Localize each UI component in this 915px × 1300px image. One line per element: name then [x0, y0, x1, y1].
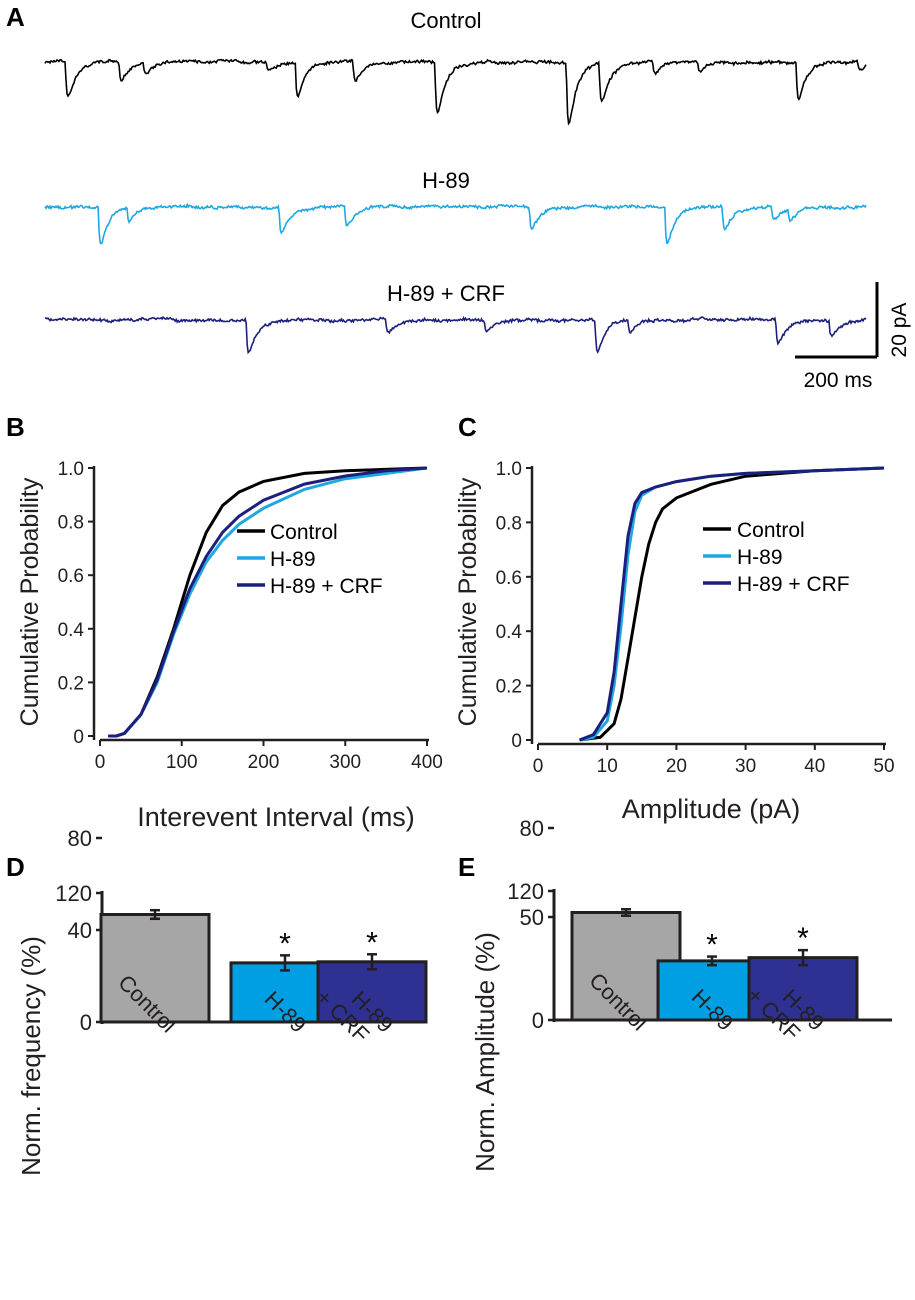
b-ytick-label-0: 0: [73, 727, 84, 748]
panel-letter-c: C: [458, 412, 477, 442]
panel-letter-b: B: [6, 412, 25, 442]
c-ytick-label-0: 0: [511, 731, 522, 752]
b-lines: [108, 466, 428, 738]
panel-letter-e: E: [458, 852, 475, 882]
panel-letter-a: A: [6, 2, 25, 32]
e-ytick-label-3: 120: [507, 879, 544, 904]
c-xtick-label-3: 30: [735, 756, 756, 777]
d-ytick-label-2: 80: [68, 826, 92, 851]
b-line-h89-crf: [108, 466, 428, 738]
d-significance-h89-crf: *: [366, 926, 378, 959]
b-ytick-label-5: 1.0: [58, 459, 84, 480]
b-line-h89: [108, 466, 428, 738]
panel-d: D Norm. frequency (%) 04080120Control*H-…: [6, 826, 428, 1176]
d-ylabel: Norm. frequency (%): [16, 936, 46, 1176]
c-xtick-label-0: 0: [533, 756, 544, 777]
b-xtick-label-4: 400: [411, 752, 443, 773]
c-ytick-label-3: 0.6: [496, 568, 522, 589]
trace-control: [44, 58, 867, 126]
panel-c: C Cumulative Probability Amplitude (pA) …: [454, 412, 895, 824]
panel-b: B Cumulative Probability Interevent Inte…: [6, 412, 443, 832]
b-xtick-label-3: 300: [329, 752, 361, 773]
c-legend-h89-crf: H-89 + CRF: [737, 573, 850, 596]
d-bar-h89-crf: [316, 960, 428, 1024]
e-ytick-label-1: 50: [520, 905, 544, 930]
e-significance-h89-crf: *: [797, 922, 809, 955]
d-significance-h89: *: [279, 927, 291, 960]
b-legend-control: Control: [270, 521, 338, 544]
b-xlabel: Interevent Interval (ms): [137, 802, 415, 832]
b-legend: Control H-89 H-89 + CRF: [237, 521, 383, 598]
d-ytick-label-0: 0: [80, 1010, 92, 1035]
d-ytick-label-1: 40: [68, 918, 92, 943]
c-line-h89: [579, 466, 885, 742]
b-ytick-label-3: 0.6: [58, 566, 84, 587]
c-ytick-label-4: 0.8: [496, 513, 522, 534]
b-xtick-label-2: 200: [248, 752, 280, 773]
c-ytick-label-2: 0.4: [496, 622, 523, 643]
b-legend-h89-crf: H-89 + CRF: [270, 575, 383, 598]
c-legend-control: Control: [737, 519, 805, 542]
c-ylabel: Cumulative Probability: [454, 477, 482, 726]
c-xtick-label-4: 40: [804, 756, 825, 777]
e-ytick-label-2: 80: [520, 816, 544, 841]
c-legend: Control H-89 H-89 + CRF: [703, 519, 850, 596]
c-line-h89-crf: [578, 466, 885, 742]
d-ytick-label-3: 120: [55, 881, 92, 906]
b-legend-h89: H-89: [270, 548, 316, 571]
b-ytick-label-4: 0.8: [58, 513, 84, 534]
scale-bar-pa-label: 20 pA: [888, 303, 911, 358]
b-ylabel: Cumulative Probability: [16, 477, 44, 726]
scale-bar-ms-label: 200 ms: [804, 369, 873, 392]
c-line-control: [579, 466, 885, 742]
c-axes: 0 10 20 30 40 50 0 0.2 0.4 0.6 0.8 1.0: [496, 459, 895, 777]
trace-label-h89-crf: H-89 + CRF: [387, 281, 505, 306]
trace-label-control: Control: [411, 8, 482, 33]
c-lines: [578, 466, 885, 742]
c-ytick-label-1: 0.2: [496, 677, 522, 698]
b-xtick-label-1: 100: [166, 752, 198, 773]
trace-h89-crf: [44, 315, 867, 355]
b-ytick-label-1: 0.2: [58, 673, 84, 694]
b-ytick-label-2: 0.4: [58, 620, 85, 641]
b-axes: 0 100 200 300 400 0 0.2 0.4 0.6 0.8 1.0: [58, 459, 443, 773]
panel-e: E Norm. Amplitude (%) 05080120Control*H-…: [458, 816, 892, 1172]
e-significance-h89: *: [706, 929, 718, 962]
c-xlabel: Amplitude (pA): [622, 794, 801, 824]
b-line-control: [108, 466, 428, 738]
b-xtick-label-0: 0: [95, 752, 106, 773]
c-xtick-label-1: 10: [597, 756, 618, 777]
e-ylabel: Norm. Amplitude (%): [470, 932, 500, 1172]
e-bar-h89-crf: [747, 956, 859, 1022]
panel-a: A Control H-89 H-89 + CRF 20 pA 200 ms: [6, 2, 911, 392]
c-xtick-label-5: 50: [873, 756, 894, 777]
e-ytick-label-0: 0: [532, 1008, 544, 1033]
trace-label-h89: H-89: [422, 168, 470, 193]
scale-bar: 20 pA 200 ms: [795, 282, 911, 392]
trace-h89: [44, 202, 867, 245]
c-ytick-label-5: 1.0: [496, 459, 522, 480]
c-xtick-label-2: 20: [666, 756, 687, 777]
c-legend-h89: H-89: [737, 546, 783, 569]
panel-letter-d: D: [6, 852, 25, 882]
